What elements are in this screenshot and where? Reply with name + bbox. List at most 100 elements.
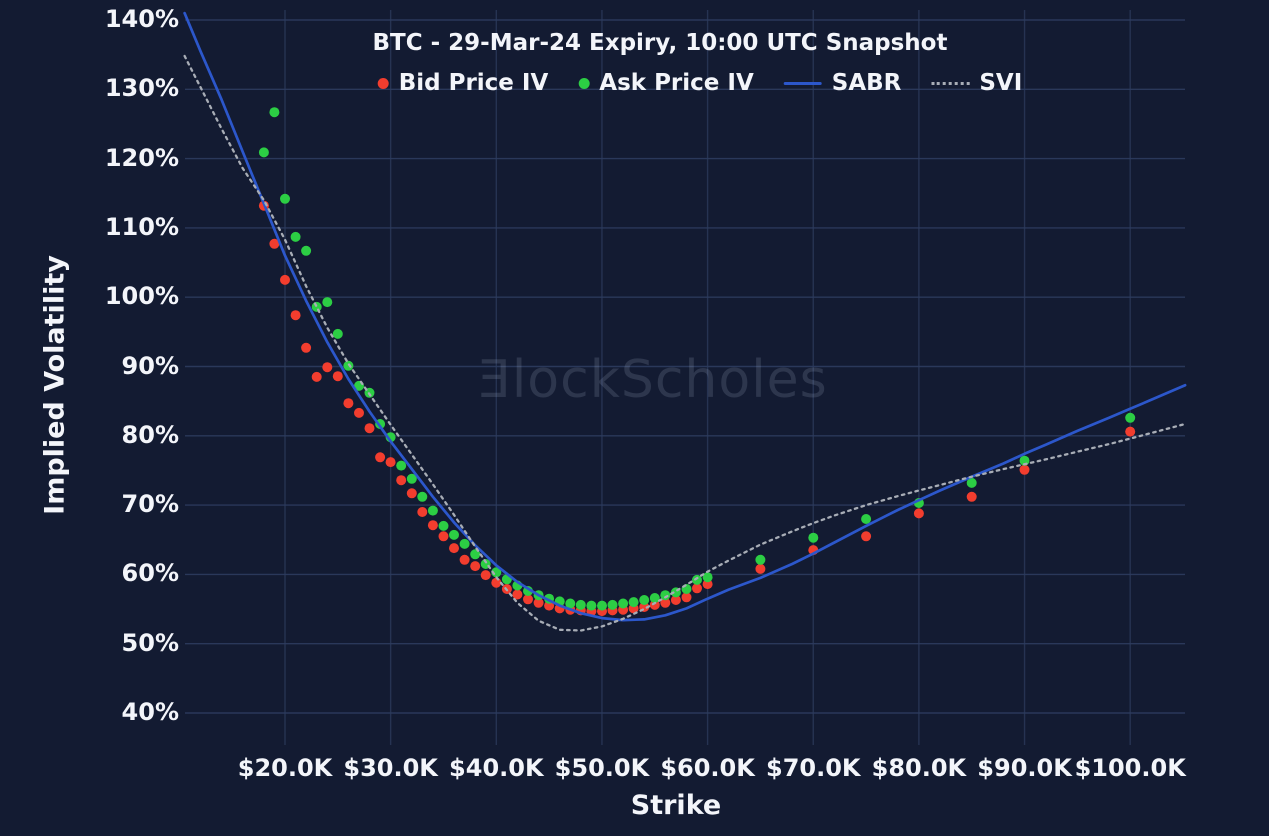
ask-iv-point[interactable] — [1125, 412, 1136, 423]
bid-iv-point[interactable] — [470, 561, 481, 572]
x-axis-title: Strike — [630, 790, 722, 821]
bid-iv-point[interactable] — [523, 594, 533, 605]
ask-iv-point[interactable] — [755, 554, 766, 565]
ask-iv-point[interactable] — [565, 598, 576, 609]
bid-iv-point[interactable] — [660, 597, 671, 608]
ask-iv-point[interactable] — [597, 600, 607, 611]
bid-iv-point[interactable] — [290, 310, 301, 321]
ask-iv-point[interactable] — [449, 529, 459, 540]
ask-iv-point[interactable] — [618, 598, 629, 609]
bid-iv-point[interactable] — [702, 579, 713, 590]
bid-iv-point[interactable] — [913, 508, 924, 519]
x-tick-label: $60.0K — [660, 754, 755, 782]
bid-iv-point[interactable] — [280, 274, 290, 285]
ask-iv-point[interactable] — [607, 599, 618, 610]
legend-label: Bid Price IV — [398, 70, 549, 96]
bid-iv-point[interactable] — [512, 589, 523, 600]
ask-dot-icon — [578, 77, 590, 89]
x-tick-label: $50.0K — [554, 754, 650, 782]
sabr-line-icon — [783, 81, 822, 85]
ask-iv-point[interactable] — [280, 193, 290, 204]
legend-item-ask-price-iv[interactable]: Ask Price IV — [578, 70, 754, 96]
bid-iv-point[interactable] — [438, 531, 449, 542]
ask-iv-point[interactable] — [332, 328, 343, 339]
bid-iv-point[interactable] — [406, 488, 417, 499]
svi-curve[interactable] — [183, 54, 1187, 632]
sabr-curve[interactable] — [183, 11, 1187, 622]
ask-iv-point[interactable] — [290, 231, 301, 242]
bid-iv-point[interactable] — [396, 475, 407, 486]
x-tick-label: $40.0K — [449, 754, 544, 782]
ask-iv-point[interactable] — [628, 597, 639, 608]
y-tick-label: 40% — [121, 698, 179, 726]
bid-iv-point[interactable] — [1125, 426, 1136, 437]
bid-iv-point[interactable] — [480, 570, 491, 581]
ask-iv-point[interactable] — [322, 297, 333, 308]
bid-iv-point[interactable] — [681, 592, 692, 603]
y-tick-label: 110% — [104, 212, 179, 241]
ask-iv-point[interactable] — [427, 505, 438, 516]
x-tick-label: $30.0K — [343, 754, 438, 782]
bid-iv-point[interactable] — [491, 577, 502, 588]
bid-iv-point[interactable] — [417, 507, 428, 517]
ask-iv-point[interactable] — [258, 147, 269, 158]
bid-iv-point[interactable] — [322, 362, 333, 373]
bid-iv-point[interactable] — [755, 563, 766, 574]
bid-iv-point[interactable] — [385, 457, 396, 468]
bid-iv-point[interactable] — [269, 238, 280, 249]
ask-iv-point[interactable] — [406, 473, 417, 484]
bid-iv-point[interactable] — [670, 595, 681, 605]
bid-iv-point[interactable] — [861, 531, 872, 542]
bid-iv-point[interactable] — [649, 599, 660, 610]
ask-iv-point[interactable] — [692, 574, 702, 585]
ask-iv-point[interactable] — [459, 538, 470, 549]
ask-iv-point[interactable] — [649, 593, 660, 603]
legend-label: SABR — [831, 70, 902, 96]
x-tick-label: $90.0K — [977, 754, 1072, 782]
bid-iv-point[interactable] — [375, 452, 386, 463]
ask-iv-point[interactable] — [301, 245, 312, 256]
ask-iv-point[interactable] — [861, 514, 872, 524]
chart-title: BTC - 29-Mar-24 Expiry, 10:00 UTC Snapsh… — [372, 30, 948, 56]
bid-dot-icon — [377, 77, 389, 89]
ask-iv-point[interactable] — [396, 460, 407, 471]
ask-iv-point[interactable] — [269, 107, 280, 118]
svi-dashed-line-icon — [931, 81, 970, 85]
legend-label: Ask Price IV — [599, 70, 754, 96]
ask-iv-point[interactable] — [575, 599, 586, 610]
bid-iv-point[interactable] — [692, 583, 702, 594]
x-tick-label: $70.0K — [765, 754, 861, 782]
bid-iv-point[interactable] — [343, 398, 354, 409]
ask-iv-point[interactable] — [343, 360, 354, 371]
bid-iv-point[interactable] — [301, 342, 312, 353]
ask-iv-point[interactable] — [438, 520, 449, 531]
ask-iv-point[interactable] — [417, 491, 428, 502]
bid-iv-point[interactable] — [427, 520, 438, 531]
ask-iv-point[interactable] — [702, 572, 713, 583]
bid-iv-point[interactable] — [1019, 464, 1030, 475]
legend-item-sabr[interactable]: SABR — [783, 70, 902, 96]
y-tick-label: 60% — [121, 559, 179, 588]
legend-label: SVI — [979, 70, 1023, 96]
ask-iv-point[interactable] — [966, 477, 977, 488]
bid-iv-point[interactable] — [459, 554, 470, 565]
ask-iv-point[interactable] — [808, 532, 819, 543]
ask-iv-point[interactable] — [311, 301, 322, 312]
bid-iv-point[interactable] — [332, 371, 343, 382]
legend-item-svi[interactable]: SVI — [931, 70, 1022, 96]
ask-iv-point[interactable] — [586, 600, 597, 611]
y-tick-label: 120% — [104, 143, 179, 172]
bid-iv-point[interactable] — [311, 371, 322, 382]
x-tick-label: $20.0K — [237, 754, 333, 782]
bid-iv-point[interactable] — [449, 543, 459, 554]
bid-iv-point[interactable] — [354, 407, 364, 418]
y-tick-label: 100% — [104, 282, 179, 311]
bid-iv-point[interactable] — [364, 423, 375, 434]
y-tick-label: 80% — [121, 420, 179, 449]
ask-iv-point[interactable] — [639, 595, 650, 605]
legend-item-bid-price-iv[interactable]: Bid Price IV — [377, 70, 549, 96]
ask-iv-point[interactable] — [660, 590, 671, 601]
bid-iv-point[interactable] — [533, 597, 544, 608]
bid-iv-point[interactable] — [966, 491, 977, 502]
